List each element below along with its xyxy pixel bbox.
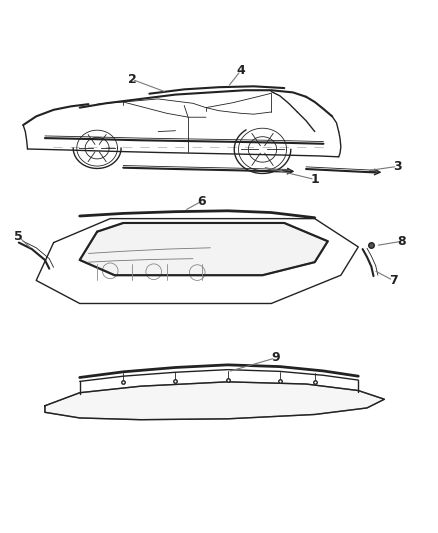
Text: 1: 1 [311, 173, 319, 186]
Text: 7: 7 [389, 274, 397, 287]
Text: 4: 4 [237, 64, 245, 77]
Text: 2: 2 [127, 73, 136, 86]
Polygon shape [45, 382, 385, 419]
Text: 5: 5 [14, 230, 23, 244]
Text: 9: 9 [271, 351, 280, 365]
Text: 8: 8 [397, 235, 406, 248]
Polygon shape [80, 223, 328, 275]
Text: 3: 3 [393, 160, 402, 173]
Text: 6: 6 [197, 195, 206, 208]
